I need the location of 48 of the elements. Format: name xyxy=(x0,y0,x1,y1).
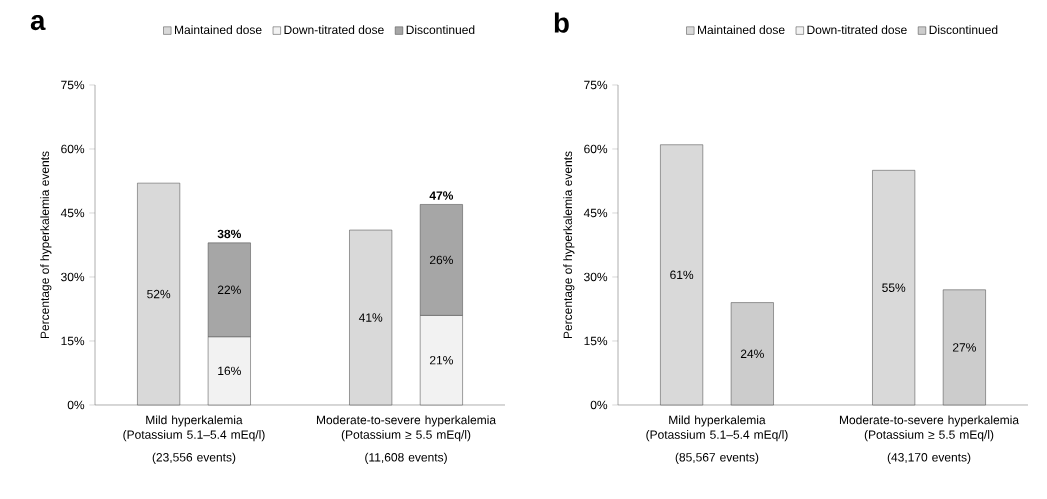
total-label: 47% xyxy=(429,191,454,200)
legend-label: Maintained dose xyxy=(698,25,785,35)
y-tick-label: 60% xyxy=(61,144,85,154)
data-label: 22% xyxy=(217,285,241,295)
data-label: 61% xyxy=(670,270,694,280)
text: (85,567 events) xyxy=(675,452,759,464)
chart-title: b xyxy=(554,12,569,33)
text: (43,170 events) xyxy=(887,452,971,464)
y-tick-label: 75% xyxy=(584,80,608,90)
y-tick-label: 0% xyxy=(590,400,608,410)
bar xyxy=(349,229,393,406)
x-tick-label: Moderate-to-severe hyperkalemia (Potassium ≥ 5.5 mEq/l) xyxy=(316,415,497,442)
chart-title: a xyxy=(30,15,46,31)
legend-label: Discontinued xyxy=(406,25,475,35)
y-tick-label: 30% xyxy=(61,272,85,282)
y-tick-label: 60% xyxy=(584,144,608,154)
data-label: 27% xyxy=(952,343,976,352)
text: (23,556 events) xyxy=(152,452,236,464)
data-label: 16% xyxy=(218,366,241,376)
legend-label: Discontinued xyxy=(929,25,998,35)
y-tick-label: 45% xyxy=(60,208,85,218)
y-tick-label: 75% xyxy=(61,80,85,90)
bar xyxy=(942,289,986,406)
bar xyxy=(137,182,181,406)
data-label: 24% xyxy=(740,349,764,359)
y-axis-title: Percentage of hyperkalemia events xyxy=(40,151,52,339)
legend-label: Down-titrated dose xyxy=(284,25,384,35)
y-tick-label: 0% xyxy=(67,400,85,410)
legend-label: Maintained dose xyxy=(175,25,262,35)
text: (11,608 events) xyxy=(365,452,447,464)
legend-label: Down-titrated dose xyxy=(807,25,907,35)
data-label: 52% xyxy=(147,289,171,299)
x-tick-label: Mild hyperkalemia (Potassium 5.1–5.4 mEq/l) xyxy=(646,415,788,442)
y-tick-label: 15% xyxy=(61,336,85,346)
data-label: 41% xyxy=(358,313,383,322)
data-label: 21% xyxy=(429,355,453,365)
total-label: 38% xyxy=(217,229,241,239)
y-axis-title: Percentage of hyperkalemia events xyxy=(563,151,575,339)
y-tick-label: 15% xyxy=(584,336,608,346)
data-label: 26% xyxy=(429,255,453,265)
bar xyxy=(660,144,704,406)
data-label: 55% xyxy=(882,283,906,292)
bar xyxy=(872,170,916,406)
y-tick-label: 45% xyxy=(583,208,608,218)
bar xyxy=(730,302,774,406)
x-tick-label: Mild hyperkalemia (Potassium 5.1–5.4 mEq/l) xyxy=(123,415,265,442)
y-tick-label: 30% xyxy=(584,272,608,282)
x-tick-label: Moderate-to-severe hyperkalemia (Potassium ≥ 5.5 mEq/l) xyxy=(839,415,1020,442)
